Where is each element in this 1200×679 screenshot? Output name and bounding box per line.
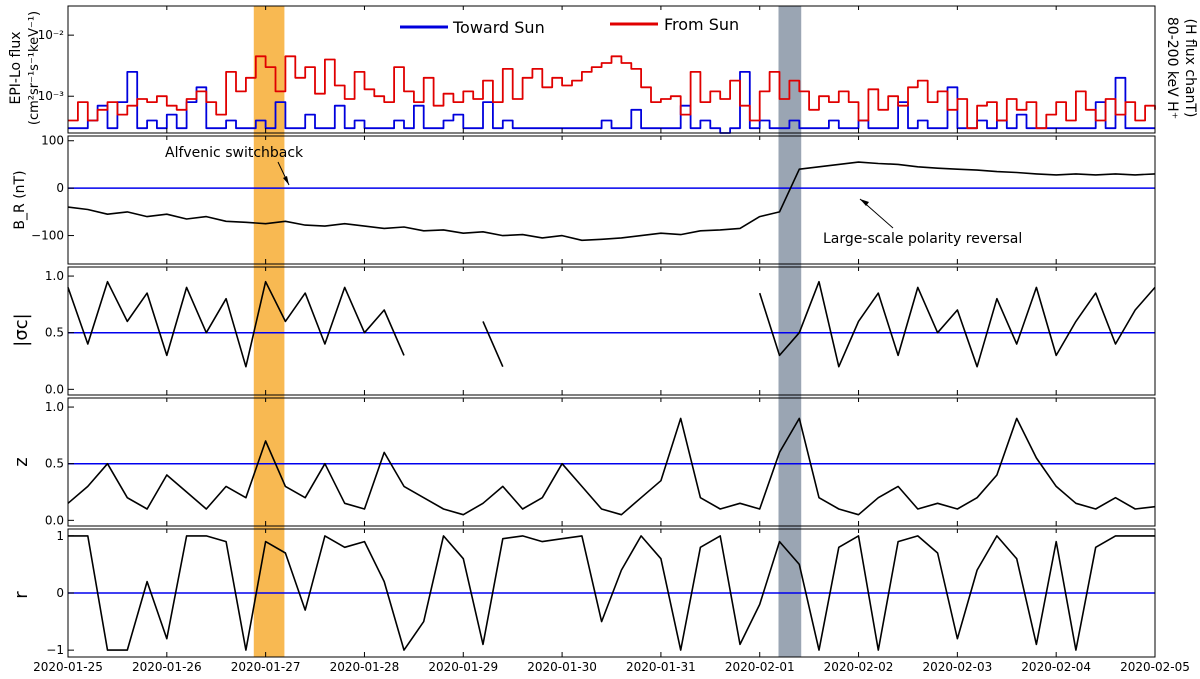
switchback-band (253, 6, 285, 657)
panel-br (67, 161, 1156, 242)
z-ytick-label: 1.0 (45, 400, 64, 414)
panel-r (68, 535, 1155, 651)
panel3-ylabel: |σc| (11, 313, 32, 346)
annotation-switchback-arrowhead (283, 176, 289, 185)
r-ytick-label: −1 (46, 643, 64, 657)
epi-lo-ytick-label: 10⁻² (38, 28, 65, 42)
panel1-right-label-line2: (H flux chanT) (1182, 19, 1198, 118)
panel-br-frame (67, 135, 1156, 265)
sigma-c-ytick-label: 1.0 (45, 269, 64, 283)
annotation-reversal: Large-scale polarity reversal (823, 198, 1022, 247)
time-tick-label: 2020-02-04 (1021, 660, 1091, 674)
panel2-ylabel: B_R (nT) (12, 170, 28, 229)
panel5-ylabel: r (11, 591, 32, 599)
annotation-switchback-text: Alfvenic switchback (165, 145, 304, 161)
legend-from-label: From Sun (664, 15, 739, 34)
panel-epi-lo-frame (67, 5, 1156, 134)
time-tick-label: 2020-01-31 (626, 660, 696, 674)
time-tick-label: 2020-01-27 (231, 660, 301, 674)
time-tick-label: 2020-01-26 (132, 660, 202, 674)
panel-sigma-c (67, 280, 1156, 368)
sigma-c-ytick-label: 0.5 (45, 326, 64, 340)
time-axis: 2020-01-25 2020-01-26 2020-01-27 2020-01-28… (33, 660, 1190, 674)
panel4-ylabel: z (11, 457, 32, 466)
time-tick-label: 2020-01-28 (330, 660, 400, 674)
labels-layer: EPI-Lo flux (cm²sr⁻¹s⁻¹keV⁻¹) 80-200 keV… (8, 11, 1198, 599)
epi-lo-ytick-label: 10⁻³ (38, 89, 65, 103)
z-ytick-label: 0.0 (45, 513, 64, 527)
panel-z (67, 417, 1156, 516)
time-tick-label: 2020-01-30 (527, 660, 597, 674)
epi-lo-series-toward-sun (68, 71, 1155, 134)
legend: Toward Sun From Sun (400, 15, 739, 37)
r-series-r (68, 535, 1155, 651)
time-tick-label: 2020-02-01 (725, 660, 795, 674)
highlight-bands (253, 6, 802, 657)
annotation-switchback: Alfvenic switchback (165, 145, 304, 186)
plot-layer (67, 55, 1156, 651)
epi-lo-series-from-sun (68, 55, 1156, 130)
panel1-ylabel-line1: EPI-Lo flux (8, 31, 24, 104)
time-tick-label: 2020-02-05 (1120, 660, 1190, 674)
annotation-reversal-arrowhead (860, 199, 869, 206)
br-ytick-label: 100 (41, 134, 64, 148)
panel-frames: 10⁻³ 10⁻² −100 0 100 0.0 0.5 1.0 0.0 0.5 1.0 −1 0 1 (31, 5, 1156, 658)
sigma-c-ytick-label: 0.0 (45, 382, 64, 396)
panel1-ylabel-line2: (cm²sr⁻¹s⁻¹keV⁻¹) (27, 11, 42, 125)
time-tick-label: 2020-01-29 (428, 660, 498, 674)
br-ytick-label: 0 (56, 181, 64, 195)
time-tick-label: 2020-02-03 (922, 660, 992, 674)
r-ytick-label: 0 (56, 586, 64, 600)
panel-epi-lo (68, 55, 1156, 134)
panel-z-frame (67, 397, 1156, 527)
time-tick-label: 2020-01-25 (33, 660, 103, 674)
polarity-reversal-band (778, 6, 802, 657)
br-ytick-label: −100 (31, 229, 64, 243)
panel1-right-label-line1: 80-200 keV H⁺ (1164, 17, 1180, 119)
z-ytick-label: 0.5 (45, 457, 64, 471)
sigma-c-series--sigma-c- (67, 280, 1156, 368)
br-series-br (67, 161, 1156, 242)
legend-toward-label: Toward Sun (452, 18, 545, 37)
r-ytick-label: 1 (56, 529, 64, 543)
annotation-reversal-text: Large-scale polarity reversal (823, 231, 1022, 247)
panel-sigma-c-frame (67, 266, 1156, 396)
z-series-z (67, 417, 1156, 516)
time-tick-label: 2020-02-02 (824, 660, 894, 674)
